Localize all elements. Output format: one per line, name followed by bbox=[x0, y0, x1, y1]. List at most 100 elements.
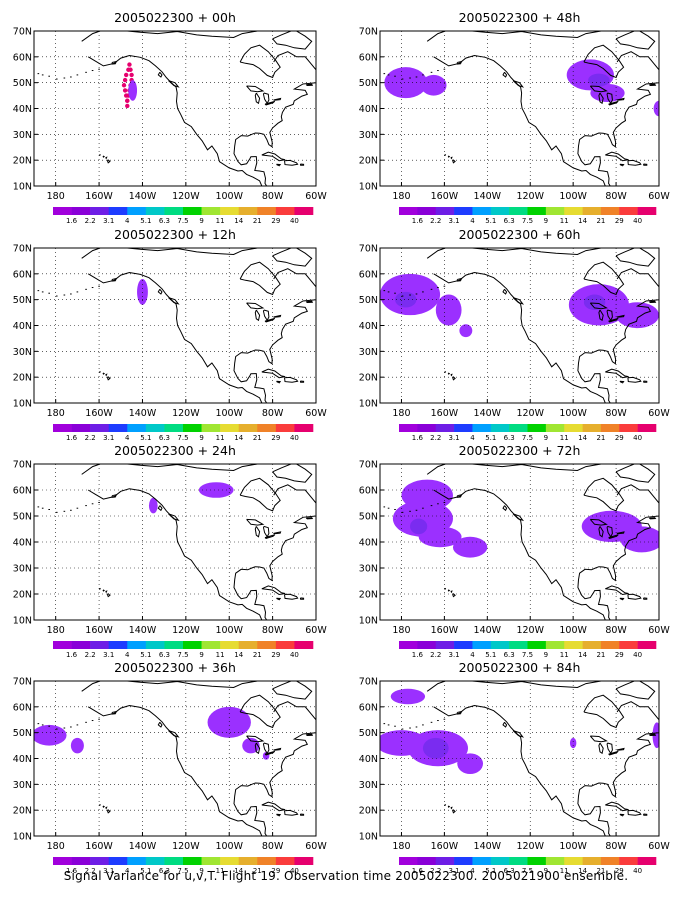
coastline bbox=[168, 730, 180, 738]
colorbar-label: 9 bbox=[199, 867, 203, 875]
colorbar-swatch bbox=[127, 424, 147, 432]
colorbar-label: 2.2 bbox=[430, 867, 441, 875]
variance-region bbox=[452, 536, 488, 558]
coastline bbox=[105, 806, 108, 810]
island-mark bbox=[387, 74, 390, 76]
colorbar-swatch bbox=[637, 641, 657, 649]
coastline bbox=[247, 454, 273, 462]
map-frame bbox=[379, 247, 660, 404]
island-mark bbox=[409, 510, 411, 512]
island-mark bbox=[443, 68, 446, 70]
coastline bbox=[87, 488, 263, 620]
island-mark bbox=[85, 721, 87, 723]
coastline bbox=[233, 701, 316, 836]
colorbar-label: 4 bbox=[125, 217, 130, 225]
island-mark bbox=[415, 726, 418, 728]
coastline bbox=[512, 80, 525, 88]
island-mark bbox=[430, 288, 433, 290]
coastline bbox=[450, 806, 453, 810]
island-mark bbox=[63, 77, 66, 79]
coastline bbox=[433, 54, 607, 186]
coastline bbox=[106, 376, 111, 381]
coastline bbox=[264, 317, 276, 323]
island-mark bbox=[437, 720, 439, 722]
coastline bbox=[106, 159, 111, 164]
colorbar-label: 3.1 bbox=[103, 434, 114, 442]
panel-title: 2005022300 + 48h bbox=[459, 10, 581, 25]
colorbar-swatch bbox=[527, 857, 547, 865]
colorbar-swatch bbox=[257, 207, 277, 215]
island-mark bbox=[70, 76, 72, 78]
lon-tick-label: 140W bbox=[129, 408, 157, 419]
coastline bbox=[512, 297, 525, 305]
coastline bbox=[649, 733, 657, 737]
colorbar-label: 1.6 bbox=[66, 434, 78, 442]
coastline bbox=[661, 512, 674, 524]
coastline bbox=[288, 430, 403, 490]
lon-tick-label: 160W bbox=[431, 841, 459, 852]
variance-dot bbox=[122, 88, 128, 93]
colorbar-swatch bbox=[145, 641, 165, 649]
colorbar-swatch bbox=[294, 207, 314, 215]
variance-dot bbox=[125, 103, 130, 109]
coastline bbox=[502, 288, 508, 295]
lat-tick-label: 60N bbox=[359, 52, 378, 63]
coastline bbox=[619, 813, 625, 817]
colorbar-swatch bbox=[399, 857, 418, 865]
coastline bbox=[452, 159, 456, 164]
colorbar-swatch bbox=[108, 207, 128, 215]
coastline bbox=[608, 317, 619, 323]
lon-tick-label: 120W bbox=[516, 408, 544, 419]
island-mark bbox=[48, 75, 50, 77]
colorbar-label: 5.1 bbox=[485, 867, 496, 875]
lat-tick-label: 20N bbox=[359, 156, 378, 167]
colorbar-label: 14 bbox=[578, 867, 587, 875]
coastline bbox=[649, 83, 657, 87]
lon-tick-label: 100W bbox=[559, 625, 587, 636]
coastline bbox=[273, 314, 282, 318]
colorbar-swatch bbox=[164, 207, 184, 215]
coastline bbox=[512, 730, 525, 738]
colorbar-swatch bbox=[53, 207, 72, 215]
colorbar-label: 7.5 bbox=[522, 217, 533, 225]
coastline bbox=[288, 214, 403, 273]
island-mark bbox=[387, 291, 390, 293]
island-mark bbox=[98, 501, 100, 503]
lat-tick-label: 70N bbox=[13, 677, 32, 688]
lat-tick-label: 60N bbox=[359, 269, 378, 280]
colorbar-swatch bbox=[257, 424, 277, 432]
coastline bbox=[502, 721, 508, 728]
coastline bbox=[284, 593, 299, 600]
variance-region bbox=[420, 74, 447, 96]
lat-tick-label: 20N bbox=[13, 806, 32, 817]
coastline bbox=[111, 60, 118, 65]
coastline bbox=[261, 801, 286, 812]
coastline bbox=[305, 300, 314, 304]
coastline bbox=[233, 51, 316, 186]
variance-region bbox=[569, 737, 577, 749]
colorbar-label: 4 bbox=[470, 651, 475, 659]
colorbar-label: 4 bbox=[470, 434, 475, 442]
lon-tick-label: 120W bbox=[172, 841, 200, 852]
lon-tick-label: 180 bbox=[392, 625, 410, 636]
colorbar-swatch bbox=[600, 641, 620, 649]
island-mark bbox=[387, 507, 390, 509]
coastline bbox=[276, 380, 282, 384]
panel-title: 2005022300 + 36h bbox=[114, 660, 236, 675]
colorbar-swatch bbox=[201, 641, 221, 649]
island-mark bbox=[383, 73, 386, 75]
colorbar-label: 2.2 bbox=[430, 217, 441, 225]
coastline bbox=[426, 464, 602, 475]
lat-tick-label: 40N bbox=[13, 104, 32, 115]
lon-tick-label: 80W bbox=[262, 408, 284, 419]
coastline bbox=[81, 31, 258, 42]
map-panel: 2005022300 + 24h 180 160W 140W 120W 100W 80W 60… bbox=[13, 430, 403, 659]
coastline bbox=[456, 277, 463, 282]
coastline bbox=[233, 484, 316, 620]
colorbar-swatch bbox=[600, 857, 620, 865]
colorbar-swatch bbox=[164, 857, 184, 865]
coastline bbox=[426, 248, 602, 259]
colorbar-label: 7.5 bbox=[522, 867, 533, 875]
lon-tick-label: 60W bbox=[305, 191, 327, 202]
